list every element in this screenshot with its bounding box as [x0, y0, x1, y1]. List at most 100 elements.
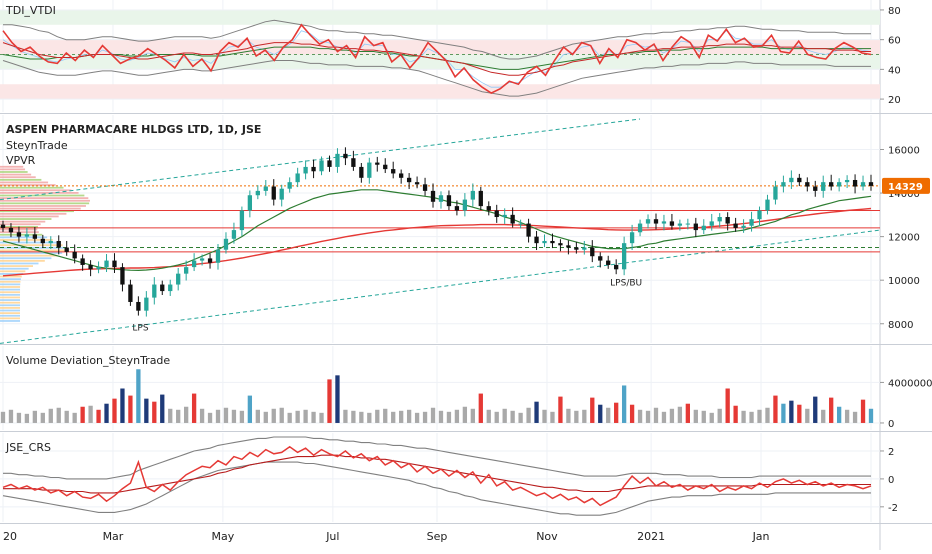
volume-bar [725, 388, 730, 423]
volume-bar [868, 408, 874, 423]
candle-body [88, 264, 93, 270]
candle-body [526, 223, 531, 237]
volume-bar [144, 398, 149, 423]
volume-bar [462, 406, 468, 423]
volume-bar [279, 407, 284, 423]
volume-bar [502, 408, 507, 423]
volume-bar [96, 409, 101, 423]
candle-body [454, 206, 460, 211]
candle-body [383, 164, 388, 170]
candle-body [558, 243, 563, 246]
volume-profile-bar [0, 278, 21, 281]
y-tick-label: 0 [888, 475, 894, 486]
volume-profile-bar [0, 249, 65, 252]
volume-profile-bar [0, 233, 43, 236]
candle-body [48, 240, 53, 244]
volume-profile-bar [0, 236, 48, 239]
candle-body [351, 158, 356, 167]
volume-bar [295, 410, 300, 423]
volume-bar [558, 396, 563, 423]
fast-ma-line [2, 189, 872, 272]
volume-bar [239, 410, 245, 423]
volume-bar [319, 412, 324, 423]
y-tick-label: 8000 [888, 320, 913, 331]
candle-body [821, 182, 826, 191]
candle-body [701, 225, 706, 231]
candle-body [773, 186, 778, 200]
volume-bar [621, 385, 627, 423]
crs-series-line [2, 445, 872, 507]
volume-profile-bar [0, 246, 65, 249]
volume-profile-bar [0, 259, 45, 262]
tdi-series-line [2, 42, 871, 76]
volume-profile-bar [0, 178, 42, 181]
volume-bar [367, 412, 372, 423]
volume-bar [693, 409, 698, 423]
candle-body [765, 199, 770, 211]
volume-bar [88, 405, 93, 423]
candle-body [733, 223, 738, 228]
candle-body [677, 223, 683, 226]
volume-profile-bar [0, 270, 26, 273]
candle-body [590, 247, 595, 257]
volume-profile-bar [0, 304, 21, 307]
candle-body [741, 225, 746, 228]
candle-body [207, 258, 213, 263]
candle-body [104, 260, 109, 268]
volume-bar [104, 403, 109, 423]
price-title: ASPEN PHARMACARE HLDGS LTD, 1D, JSE [6, 123, 261, 136]
candle-body [215, 249, 221, 263]
lower-trend-line [0, 229, 881, 344]
candle-body [359, 166, 364, 178]
volume-profile-bar [0, 244, 63, 247]
volume-bar [542, 409, 547, 423]
volume-bar [821, 409, 826, 423]
volume-bar [844, 409, 850, 423]
volume-bar [287, 412, 292, 423]
volume-profile-bar [0, 202, 90, 205]
candle-body [574, 247, 579, 250]
candle-body [375, 162, 380, 165]
candle-body [462, 199, 468, 211]
volume-profile-bar [0, 301, 21, 304]
y-tick-label: -2 [888, 503, 898, 514]
y-tick-label: 0 [888, 419, 894, 430]
candle-body [295, 173, 300, 183]
candle-body [120, 267, 125, 285]
candle-body [438, 195, 444, 202]
x-tick-label: Jan [752, 530, 770, 543]
volume-profile-bar [0, 220, 46, 223]
candle-body [311, 166, 316, 172]
volume-bar [598, 404, 603, 423]
candle-body [637, 223, 643, 233]
candle-body [343, 153, 348, 159]
candle-body [367, 162, 372, 178]
candle-body [8, 227, 14, 233]
volume-bar [701, 410, 706, 423]
volume-bar [199, 408, 205, 423]
volume-profile-bar [0, 205, 86, 207]
volume-profile-bar [0, 189, 72, 192]
crs-series-line [3, 436, 871, 480]
volume-bar [614, 402, 619, 423]
candle-body [749, 219, 754, 226]
volume-bar [757, 409, 762, 423]
volume-bar [478, 393, 483, 423]
volume-bar [454, 409, 460, 423]
price-subtitle: SteynTrade [6, 139, 68, 152]
volume-profile-bar [0, 223, 41, 226]
candle-body [797, 177, 802, 183]
volume-bar [765, 407, 770, 423]
volume-bar [56, 407, 61, 423]
volume-bar [709, 412, 714, 423]
x-tick-label: Nov [536, 530, 558, 543]
candle-body [868, 182, 874, 186]
price-subtitle: VPVR [6, 154, 36, 167]
volume-bar [32, 410, 38, 423]
volume-bar [645, 410, 651, 423]
volume-bar [255, 409, 260, 423]
volume-profile-bar [0, 210, 75, 213]
volume-profile-bar [0, 207, 81, 210]
candle-body [32, 234, 38, 239]
